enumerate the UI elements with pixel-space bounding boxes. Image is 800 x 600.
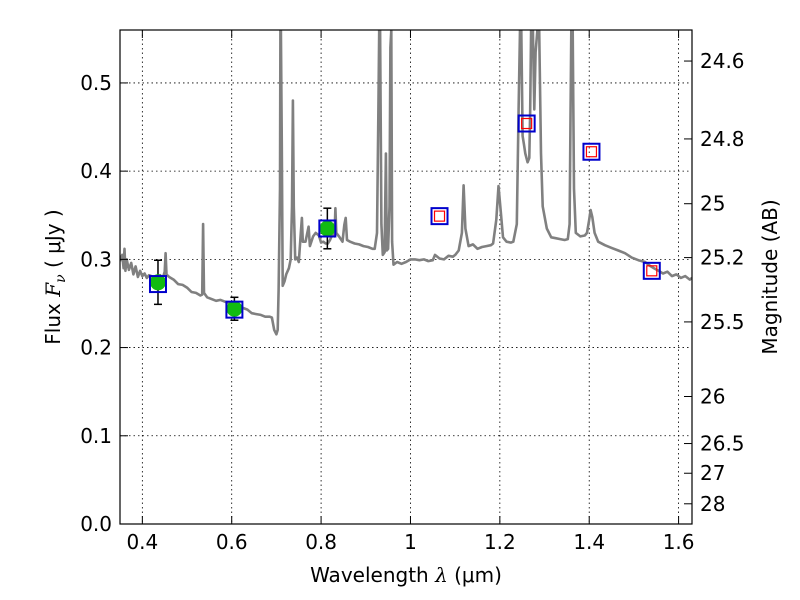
axis-ticks [120,30,692,525]
x-tick-label: 1 [404,530,417,554]
grid-lines [120,30,692,525]
y2-tick-label: 28 [700,492,725,516]
y-tick-label: 0.5 [80,71,112,95]
x-tick-label: 1.6 [663,530,695,554]
model-photometry-square [430,207,449,226]
upper-limit-square [585,146,598,158]
x-tick-label: 1.4 [573,530,605,554]
model-photometry-square [582,142,601,161]
y2-tick-label: 24.6 [700,49,745,73]
y2-tick-label: 24.8 [700,127,745,151]
upper-limit-square [521,117,533,130]
y2-tick-label: 26.5 [700,432,745,456]
x-tick-label: 1.2 [484,530,516,554]
upper-limit-squares [433,117,658,277]
y2-tick-labels: 24.6 24.8 25 25.2 25.5 26 26.5 27 28 [700,49,745,516]
observed-point [319,220,336,237]
y-tick-label: 0.3 [80,247,112,271]
y2-tick-label: 26 [700,384,725,408]
y-tick-label: 0.2 [80,336,112,360]
y2-tick-label: 25.2 [700,246,745,270]
x-tick-label: 0.8 [305,530,337,554]
x-tick-label: 0.6 [216,530,248,554]
upper-limit-square [646,265,658,277]
observed-point [226,300,243,317]
x-axis-label: Wavelength λ (μm) [310,563,502,587]
model-photometry-square [517,114,536,133]
model-photometry-squares [148,114,661,319]
model-spectrum-line [120,30,692,336]
y-tick-labels: 0.0 0.1 0.2 0.3 0.4 0.5 [80,71,112,536]
y-tick-label: 0.0 [80,512,112,536]
model-photometry-square [225,300,244,319]
y2-axis-label: Magnitude (AB) [758,199,782,354]
model-photometry-square [318,219,337,238]
y2-tick-label: 25.5 [700,310,745,334]
upper-limit-square [433,210,446,222]
plot-frame [119,29,693,525]
y-tick-label: 0.1 [80,424,112,448]
y-tick-label: 0.4 [80,159,112,183]
x-tick-label: 0.4 [126,530,158,554]
x-tick-labels: 0.4 0.6 0.8 1 1.2 1.4 1.6 [126,530,694,554]
y2-tick-label: 27 [700,461,725,485]
model-photometry-square [148,275,167,294]
y-axis-label: Flux Fν ( μJy ) [41,209,69,344]
model-photometry-square [642,261,661,280]
y2-tick-label: 25 [700,192,725,216]
